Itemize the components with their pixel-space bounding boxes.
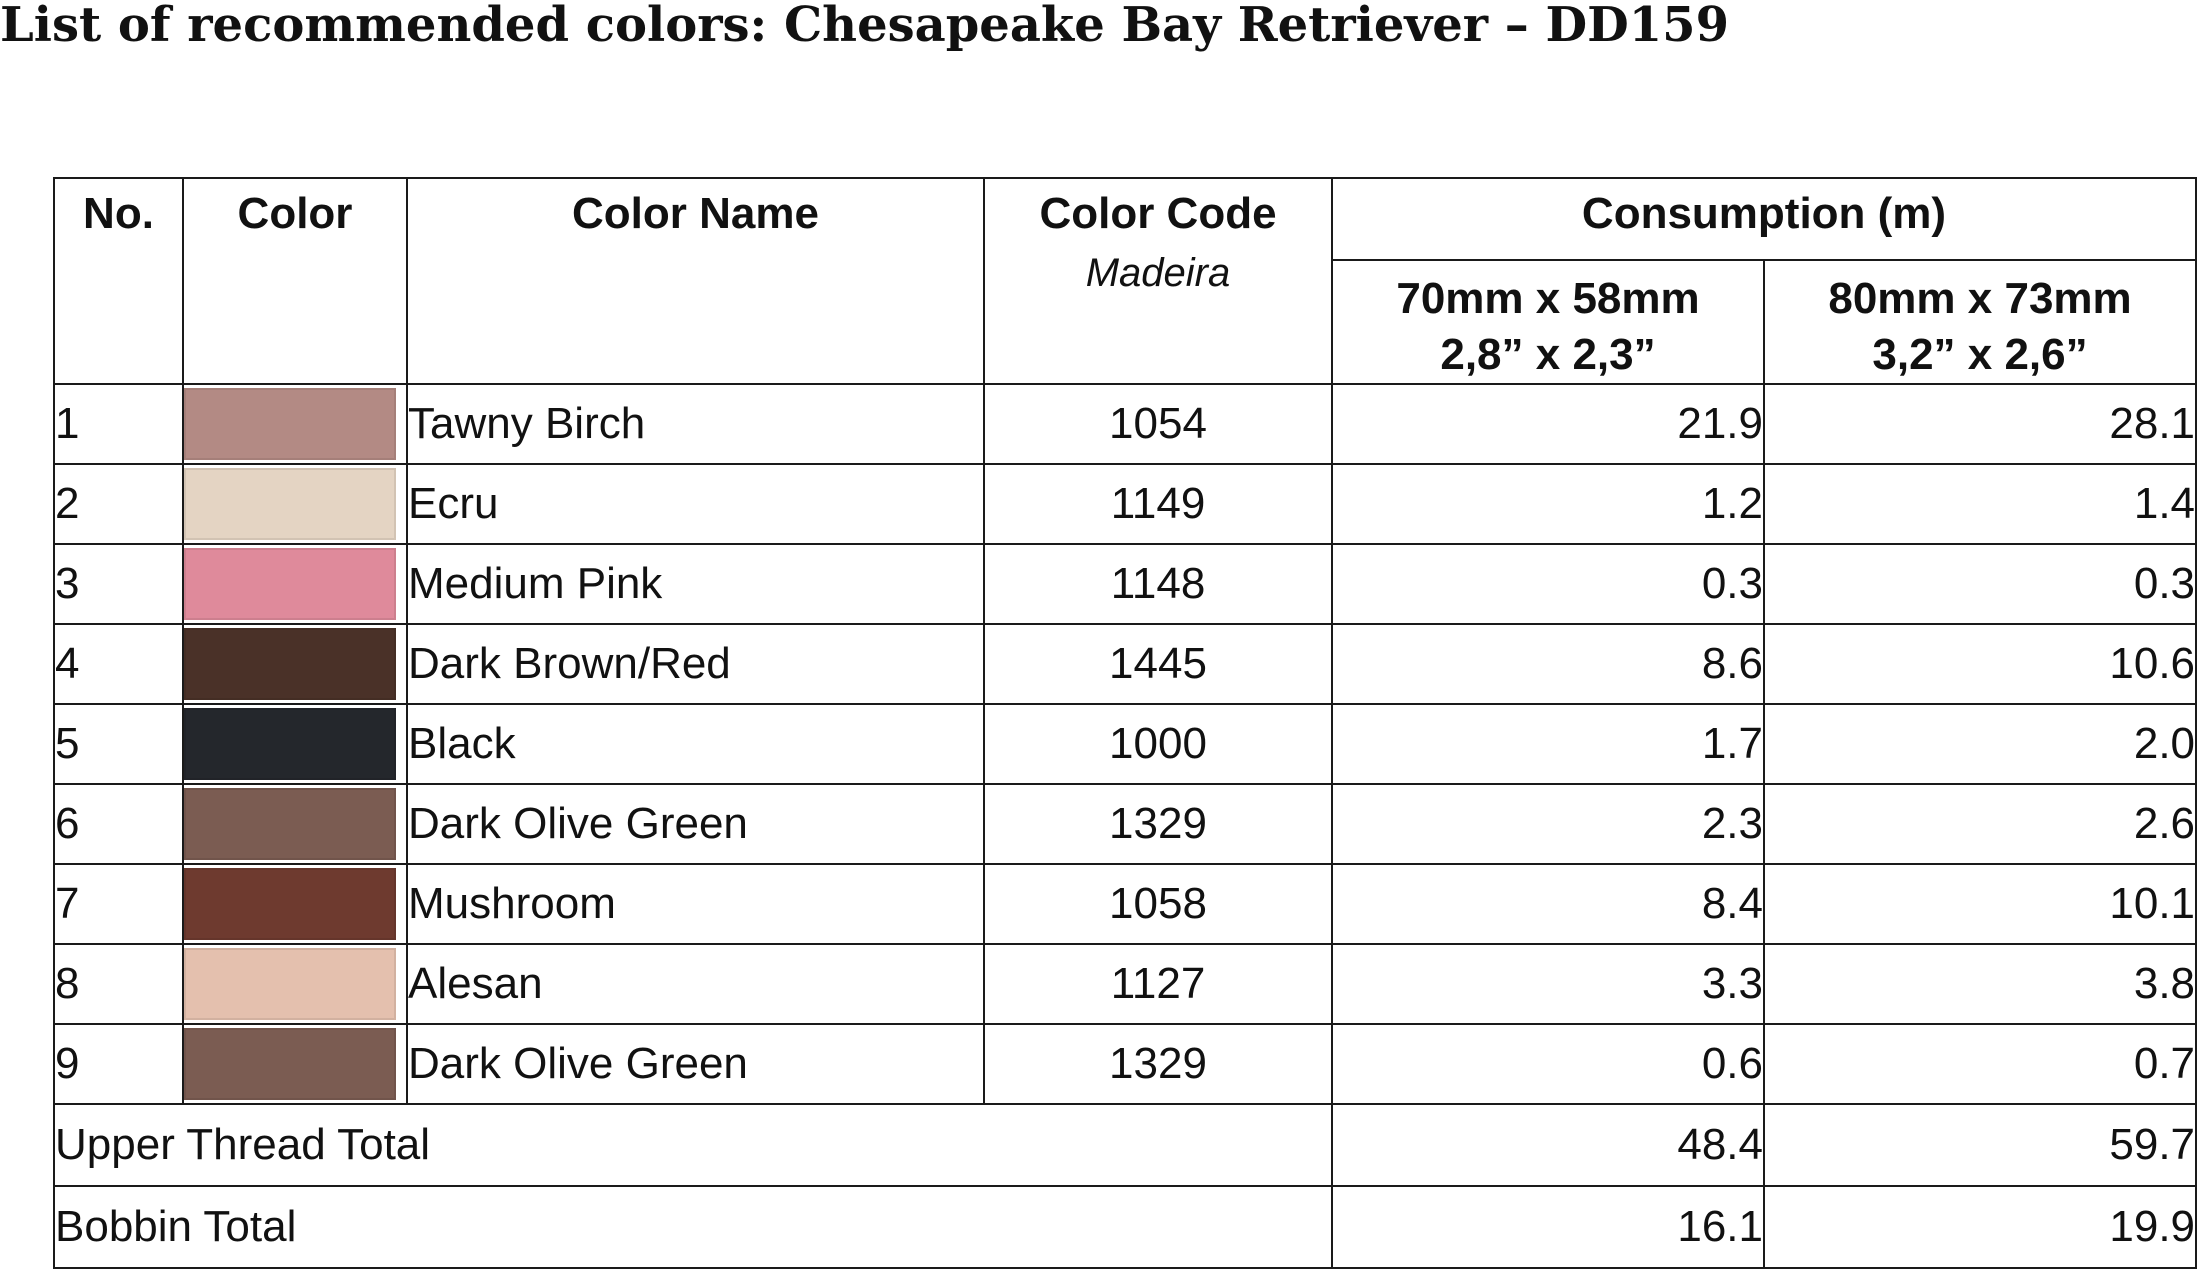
bobbin-total-row: Bobbin Total 16.1 19.9: [53, 1185, 2198, 1269]
color-name: Alesan: [406, 943, 985, 1025]
color-swatch: [185, 388, 396, 460]
color-swatch-cell: [182, 543, 408, 625]
row-number: 8: [53, 943, 184, 1025]
table-row: 8 Alesan 1127 3.3 3.8: [53, 943, 2198, 1025]
row-number: 5: [53, 703, 184, 785]
row-number: 4: [53, 623, 184, 705]
row-number: 7: [53, 863, 184, 945]
consumption-large: 2.0: [1762, 703, 2198, 785]
consumption-small: 21.9: [1331, 383, 1765, 465]
color-code: 1058: [983, 863, 1333, 945]
consumption-small: 1.2: [1331, 463, 1765, 545]
color-name: Dark Olive Green: [406, 783, 985, 865]
row-number: 1: [53, 383, 184, 465]
header-size-small-in: 2,8” x 2,3”: [1440, 330, 1656, 379]
color-swatch: [185, 948, 396, 1020]
consumption-large: 28.1: [1762, 383, 2198, 465]
color-name: Dark Olive Green: [406, 1023, 985, 1105]
row-number: 6: [53, 783, 184, 865]
color-swatch: [185, 628, 396, 700]
total-small: 48.4: [1331, 1103, 1765, 1187]
header-color: Color: [182, 177, 408, 385]
consumption-large: 3.8: [1762, 943, 2198, 1025]
color-code: 1445: [983, 623, 1333, 705]
header-size-large: 80mm x 73mm 3,2” x 2,6”: [1762, 259, 2198, 385]
consumption-large: 1.4: [1762, 463, 2198, 545]
consumption-small: 8.6: [1331, 623, 1765, 705]
table-row: 2 Ecru 1149 1.2 1.4: [53, 463, 2198, 545]
table-row: 3 Medium Pink 1148 0.3 0.3: [53, 543, 2198, 625]
consumption-small: 0.6: [1331, 1023, 1765, 1105]
total-label: Upper Thread Total: [53, 1103, 1333, 1187]
color-swatch: [185, 1028, 396, 1100]
total-small: 16.1: [1331, 1185, 1765, 1269]
header-color-code: Color Code Madeira: [983, 177, 1333, 385]
table-row: 9 Dark Olive Green 1329 0.6 0.7: [53, 1023, 2198, 1105]
consumption-small: 8.4: [1331, 863, 1765, 945]
total-large: 19.9: [1762, 1185, 2198, 1269]
header-size-small: 70mm x 58mm 2,8” x 2,3”: [1331, 259, 1765, 385]
color-table: No. Color Color Name Color Code Madeira …: [53, 177, 2198, 1269]
color-code: 1149: [983, 463, 1333, 545]
color-name: Mushroom: [406, 863, 985, 945]
consumption-large: 2.6: [1762, 783, 2198, 865]
total-label: Bobbin Total: [53, 1185, 1333, 1269]
consumption-large: 10.1: [1762, 863, 2198, 945]
header-color-code-label: Color Code: [1039, 189, 1277, 238]
color-swatch-cell: [182, 1023, 408, 1105]
color-name: Tawny Birch: [406, 383, 985, 465]
color-code: 1329: [983, 1023, 1333, 1105]
color-code: 1148: [983, 543, 1333, 625]
color-swatch: [185, 708, 396, 780]
header-size-large-in: 3,2” x 2,6”: [1872, 330, 2088, 379]
table-row: 6 Dark Olive Green 1329 2.3 2.6: [53, 783, 2198, 865]
consumption-small: 0.3: [1331, 543, 1765, 625]
consumption-small: 2.3: [1331, 783, 1765, 865]
color-swatch-cell: [182, 863, 408, 945]
page-title: List of recommended colors: Chesapeake B…: [0, 0, 1729, 53]
table-row: 1 Tawny Birch 1054 21.9 28.1: [53, 383, 2198, 465]
table-body: 1 Tawny Birch 1054 21.9 28.1 2 Ecru 1149…: [53, 383, 2198, 1269]
color-code: 1127: [983, 943, 1333, 1025]
color-code: 1000: [983, 703, 1333, 785]
color-swatch-cell: [182, 463, 408, 545]
color-name: Medium Pink: [406, 543, 985, 625]
color-swatch-cell: [182, 623, 408, 705]
consumption-large: 0.7: [1762, 1023, 2198, 1105]
header-consumption: Consumption (m): [1330, 177, 2198, 261]
color-name: Dark Brown/Red: [406, 623, 985, 705]
consumption-large: 10.6: [1762, 623, 2198, 705]
header-size-large-mm: 80mm x 73mm: [1828, 274, 2132, 323]
header-no: No.: [53, 177, 184, 385]
color-swatch: [185, 548, 396, 620]
color-swatch-cell: [182, 383, 408, 465]
row-number: 9: [53, 1023, 184, 1105]
color-swatch-cell: [182, 943, 408, 1025]
table-row: 4 Dark Brown/Red 1445 8.6 10.6: [53, 623, 2198, 705]
color-swatch: [185, 468, 396, 540]
color-swatch: [185, 868, 396, 940]
row-number: 3: [53, 543, 184, 625]
color-swatch-cell: [182, 783, 408, 865]
header-size-row: 70mm x 58mm 2,8” x 2,3” 80mm x 73mm 3,2”…: [54, 259, 2198, 385]
header-row: No. Color Color Name Color Code Madeira …: [53, 177, 2198, 385]
consumption-small: 3.3: [1331, 943, 1765, 1025]
row-number: 2: [53, 463, 184, 545]
header-color-name: Color Name: [406, 177, 985, 385]
consumption-large: 0.3: [1762, 543, 2198, 625]
color-name: Black: [406, 703, 985, 785]
header-size-small-mm: 70mm x 58mm: [1396, 274, 1700, 323]
table-row: 5 Black 1000 1.7 2.0: [53, 703, 2198, 785]
table-row: 7 Mushroom 1058 8.4 10.1: [53, 863, 2198, 945]
total-large: 59.7: [1762, 1103, 2198, 1187]
color-code: 1054: [983, 383, 1333, 465]
color-swatch: [185, 788, 396, 860]
color-swatch-cell: [182, 703, 408, 785]
header-color-code-brand: Madeira: [1085, 251, 1231, 295]
color-code: 1329: [983, 783, 1333, 865]
consumption-small: 1.7: [1331, 703, 1765, 785]
upper-thread-total-row: Upper Thread Total 48.4 59.7: [53, 1103, 2198, 1187]
color-name: Ecru: [406, 463, 985, 545]
